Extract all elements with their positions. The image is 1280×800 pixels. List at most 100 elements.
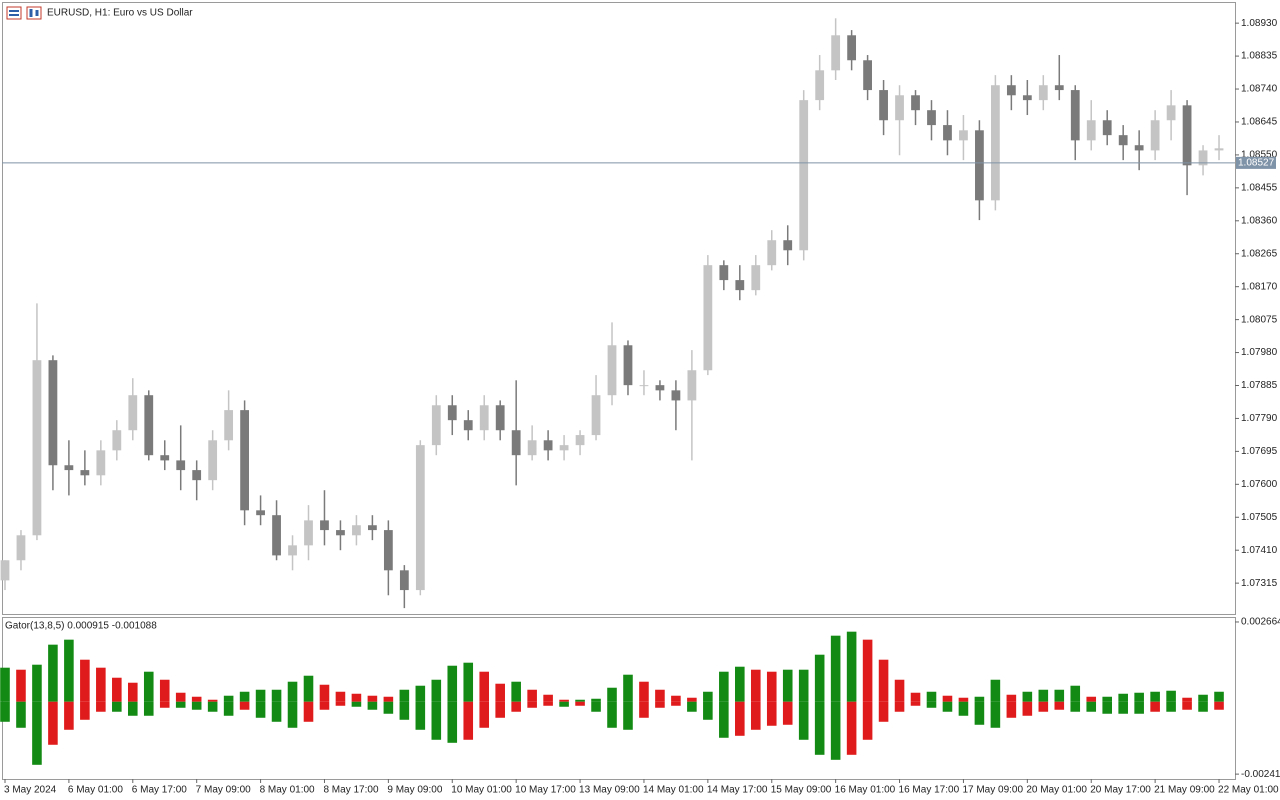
candle-body [224, 410, 234, 441]
gator-bar [383, 696, 394, 702]
gator-bar [1022, 701, 1033, 716]
y-tick-label: 1.07790 [1241, 413, 1278, 424]
candle-body [895, 95, 904, 121]
candle-body [160, 455, 170, 461]
current-price-box [1236, 156, 1276, 169]
candle-body [368, 525, 377, 531]
gator-bar [862, 639, 873, 702]
candle-body [96, 450, 106, 476]
gator-bar [271, 689, 282, 702]
gator-bar [80, 701, 90, 720]
candle-body [623, 345, 633, 386]
gator-bar [719, 701, 729, 738]
gator-bar [830, 701, 841, 760]
gator-bar [878, 659, 889, 702]
y-tick-label: 0.002664 [1241, 617, 1280, 628]
gator-bar [575, 699, 585, 702]
gator-bar [303, 675, 314, 702]
gator-bar [32, 664, 42, 702]
gator-bar [623, 701, 633, 730]
y-tick-label: 1.07980 [1241, 347, 1278, 358]
gator-bar [431, 701, 442, 740]
gator-bar [207, 699, 218, 702]
gator-bar [926, 691, 937, 702]
x-tick-label: 6 May 17:00 [132, 785, 187, 796]
gator-bar [64, 639, 74, 702]
gator-bar [159, 679, 170, 702]
y-tick-label: 1.08930 [1241, 18, 1278, 29]
candle-body [80, 470, 90, 476]
y-tick-label: 1.07885 [1241, 380, 1278, 391]
gator-bar [814, 701, 825, 755]
indicator-title: Gator(13,8,5) 0.000915 -0.001088 [5, 621, 157, 632]
gator-bar [1166, 690, 1176, 702]
gator-bar [0, 701, 10, 722]
gator-bar [1214, 691, 1224, 702]
x-tick-label: 3 May 2024 [4, 785, 57, 796]
gator-bar [1102, 701, 1112, 714]
gator-bar [862, 701, 873, 740]
gator-bar [463, 662, 474, 702]
candle-body [1070, 90, 1080, 141]
gator-bar [351, 701, 362, 707]
candle-body [959, 130, 968, 141]
gator-bar [942, 695, 953, 702]
gator-bar [1118, 693, 1128, 702]
candle-body [511, 430, 521, 456]
candle-body [655, 385, 665, 391]
candle-body [1022, 95, 1032, 101]
gator-bar [559, 699, 569, 702]
candle-body [1006, 85, 1016, 96]
gator-bar [335, 701, 346, 706]
gator-bar [974, 701, 985, 725]
gator-bar [287, 681, 298, 702]
candle-body [799, 100, 809, 251]
x-tick-label: 10 May 01:00 [451, 785, 512, 796]
candle-body [240, 410, 249, 511]
gator-bar [239, 691, 250, 702]
gator-bar [894, 679, 905, 702]
gator-bar [1054, 689, 1065, 702]
gator-bar [910, 701, 921, 706]
candle-body [767, 240, 777, 266]
x-tick-label: 20 May 17:00 [1090, 785, 1151, 796]
gator-bar [990, 701, 1001, 728]
gator-bar [367, 695, 378, 702]
gator-bar [479, 701, 490, 728]
chart-title: EURUSD, H1: Euro vs US Dollar [47, 8, 193, 19]
candle-body [48, 360, 58, 466]
y-tick-label: 1.07505 [1241, 512, 1278, 523]
gator-bar [655, 701, 665, 708]
candle-body [911, 95, 920, 111]
gator-bar [750, 669, 761, 702]
candle-body [703, 265, 713, 371]
gator-bar [1102, 696, 1112, 702]
gator-bar [96, 701, 106, 712]
candle-body [399, 570, 409, 591]
gator-bar [814, 654, 825, 702]
candle-body [719, 265, 729, 281]
candle-body [463, 420, 473, 431]
y-tick-label: 1.08740 [1241, 84, 1278, 95]
y-tick-label: 1.07315 [1241, 578, 1278, 589]
gator-bar [878, 701, 889, 722]
gator-bar [447, 701, 458, 743]
gator-bar [1054, 701, 1065, 710]
gator-bar [527, 689, 537, 702]
candle-body [112, 430, 122, 451]
gator-bar [798, 701, 809, 740]
gator-bar [543, 694, 553, 702]
y-tick-label: 1.07600 [1241, 479, 1278, 490]
gator-bar [48, 644, 58, 702]
candle-body [415, 445, 425, 591]
candle-body [591, 395, 601, 436]
gator-bar [143, 671, 154, 702]
gator-bar [639, 701, 649, 718]
gator-bar [319, 701, 330, 710]
x-tick-label: 15 May 09:00 [771, 785, 832, 796]
symbol-icons [6, 6, 42, 20]
gator-bar [287, 701, 298, 728]
y-tick-label: 1.08075 [1241, 314, 1278, 325]
gator-bar [782, 701, 793, 725]
